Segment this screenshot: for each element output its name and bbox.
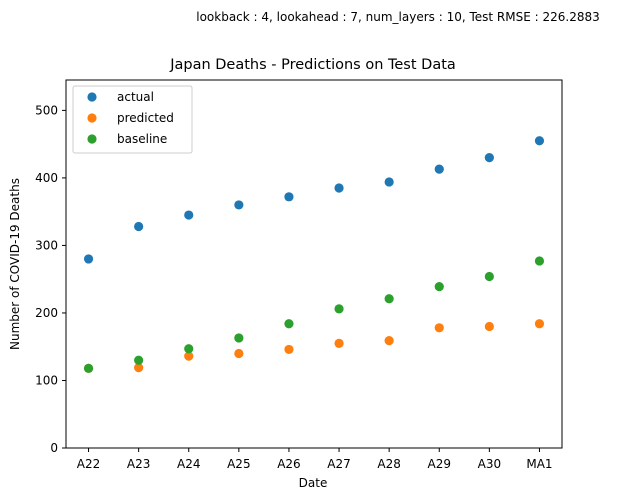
actual-point [184, 210, 194, 220]
predicted-point [134, 363, 144, 373]
x-tick-label: A22 [77, 457, 100, 471]
predicted-point [534, 319, 545, 329]
baseline-point [534, 256, 545, 266]
x-tick-label: A30 [478, 457, 501, 471]
baseline-point [284, 319, 294, 329]
x-tick-label: A24 [177, 457, 200, 471]
x-tick-label: A27 [327, 457, 350, 471]
baseline-point [384, 294, 394, 304]
suptitle: lookback : 4, lookahead : 7, num_layers … [196, 10, 600, 24]
predicted-point [334, 338, 344, 348]
chart-title: Japan Deaths - Predictions on Test Data [169, 57, 456, 73]
x-tick-label: A29 [428, 457, 451, 471]
y-tick-label: 100 [35, 373, 58, 387]
baseline-point [434, 282, 444, 292]
actual-point [384, 177, 394, 187]
series-baseline [83, 256, 545, 373]
series-actual [83, 136, 545, 264]
actual-point [284, 192, 294, 202]
legend-marker-baseline [87, 134, 97, 144]
baseline-point [83, 363, 94, 373]
x-tick-label: A25 [227, 457, 250, 471]
series-predicted [83, 319, 545, 373]
x-tick-label: MA1 [526, 457, 552, 471]
baseline-point [234, 333, 244, 343]
y-tick-label: 500 [35, 103, 58, 117]
actual-point [434, 164, 444, 174]
y-tick-label: 200 [35, 306, 58, 320]
y-axis: 0 100 200 300 400 500 [35, 103, 66, 455]
plot-frame [65, 79, 563, 449]
actual-point [484, 153, 494, 163]
legend-label-predicted: predicted [117, 111, 174, 125]
predicted-point [434, 323, 444, 333]
baseline-point [134, 355, 144, 365]
baseline-point [334, 304, 344, 314]
actual-point [234, 200, 244, 210]
baseline-point [484, 271, 494, 282]
actual-point [534, 136, 545, 146]
legend-marker-actual [87, 92, 97, 102]
actual-point [334, 183, 344, 193]
x-axis: A22 A23 A24 A25 A26 A27 A28 A29 A30 MA1 [77, 448, 553, 471]
y-tick-label: 0 [50, 441, 58, 455]
x-axis-label: Date [299, 476, 328, 490]
predicted-point [484, 321, 494, 332]
y-tick-label: 300 [35, 238, 58, 252]
plot-marks [83, 136, 545, 373]
predicted-point [184, 351, 194, 361]
legend-marker-predicted [87, 113, 97, 123]
actual-point [83, 254, 94, 264]
legend-label-actual: actual [117, 90, 154, 104]
x-tick-label: A26 [277, 457, 300, 471]
predicted-point [234, 348, 244, 359]
actual-point [134, 221, 144, 232]
y-axis-label: Number of COVID-19 Deaths [8, 178, 22, 350]
legend-label-baseline: baseline [117, 132, 167, 146]
y-tick-label: 400 [35, 171, 58, 185]
x-tick-label: A28 [377, 457, 400, 471]
legend-box [72, 85, 193, 154]
predicted-point [284, 344, 294, 355]
baseline-point [184, 344, 194, 354]
predicted-point [384, 336, 394, 346]
x-tick-label: A23 [127, 457, 150, 471]
legend: actual predicted baseline [72, 85, 193, 154]
